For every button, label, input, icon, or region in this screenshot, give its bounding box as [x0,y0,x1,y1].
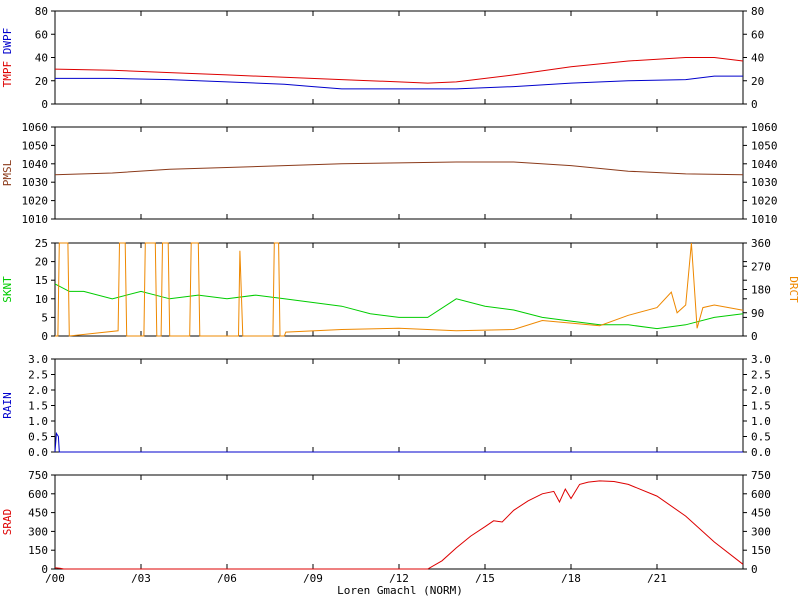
y-tick-label-left: 20 [35,75,48,88]
y-tick-label-left: 20 [35,256,48,269]
y-tick-label-right: 750 [751,469,771,482]
x-tick-label: /21 [647,572,667,585]
y-tick-label-right: 0.5 [751,431,771,444]
series-line-dwpf [55,75,743,90]
y-tick-label-left: 1020 [22,195,49,208]
y-axis-label-srad: SRAD [1,509,14,536]
y-tick-label-right: 1020 [751,195,778,208]
panel-frame-rain [54,358,744,453]
y-tick-label-left: 600 [28,488,48,501]
y-tick-label-left: 450 [28,507,48,520]
x-tick-label: /18 [561,572,581,585]
y-tick-label-left: 5 [41,311,48,324]
y-tick-label-right: 450 [751,507,771,520]
y-tick-label-left: 1.5 [28,400,48,413]
y-axis-label-dwpf: DWPF [1,28,14,61]
y-tick-label-left: 1050 [22,139,49,152]
y-tick-label-right: 80 [751,5,764,18]
y-tick-label-left: 1030 [22,176,49,189]
y-tick-label-right: 0 [751,563,758,576]
y-tick-label-left: 2.0 [28,384,48,397]
x-tick-label: /00 [45,572,65,585]
y-tick-label-right: 270 [751,260,771,273]
y-tick-label-left: 300 [28,525,48,538]
y-axis-label-left: SRAD [1,509,14,536]
y-tick-label-right: 1010 [751,213,778,226]
y-tick-label-right: 40 [751,52,764,65]
y-axis-label-sknt: SKNT [1,276,14,303]
panel-frame-pressure [54,126,744,220]
y-tick-label-right: 2.0 [751,384,771,397]
y-tick-label-right: 1.5 [751,400,771,413]
y-tick-label-right: 1040 [751,158,778,171]
y-tick-label-right: 180 [751,284,771,297]
y-axis-label-rain: RAIN [1,392,14,419]
x-tick-label: /12 [389,572,409,585]
y-tick-label-left: 1060 [22,121,49,134]
y-tick-label-right: 20 [751,75,764,88]
y-tick-label-left: 0.0 [28,446,48,459]
y-tick-label-left: 750 [28,469,48,482]
y-tick-label-left: 10 [35,293,48,306]
y-tick-label-left: 1010 [22,213,49,226]
y-tick-label-left: 15 [35,274,48,287]
y-tick-label-left: 0 [41,563,48,576]
y-tick-label-right: 360 [751,237,771,250]
y-axis-label-tmpf: TMPF [1,61,14,88]
y-axis-label-left: PMSL [1,159,14,186]
y-tick-label-left: 1040 [22,158,49,171]
panel-frame-wind [54,242,744,337]
y-tick-label-left: 1.0 [28,415,48,428]
y-tick-label-right: 3.0 [751,353,771,366]
y-tick-label-left: 3.0 [28,353,48,366]
y-tick-label-left: 60 [35,28,48,41]
footer-label-wrapper: Loren Gmachl (NORM) [0,584,800,597]
x-tick-label: /03 [131,572,151,585]
y-axis-label-pmsl: PMSL [1,159,14,186]
y-tick-label-right: 0 [751,98,758,111]
y-tick-label-right: 1.0 [751,415,771,428]
y-tick-label-right: 1050 [751,139,778,152]
y-axis-label-left: SKNT [1,276,14,303]
y-tick-label-left: 0.5 [28,431,48,444]
y-tick-label-right: 150 [751,544,771,557]
series-line-drct [55,242,744,337]
series-line-sknt [54,283,744,330]
y-axis-label-left: TMPF DWPF [1,28,14,88]
y-tick-label-right: 600 [751,488,771,501]
y-tick-label-left: 80 [35,5,48,18]
y-tick-label-right: 60 [751,28,764,41]
x-tick-label: /09 [303,572,323,585]
x-tick-label: /06 [217,572,237,585]
y-tick-label-left: 25 [35,237,48,250]
x-tick-label: /15 [475,572,495,585]
y-tick-label-left: 150 [28,544,48,557]
y-tick-label-left: 2.5 [28,369,48,382]
y-tick-label-right: 90 [751,307,764,320]
series-line-pmsl [54,161,744,176]
y-tick-label-left: 0 [41,98,48,111]
y-tick-label-right: 0.0 [751,446,771,459]
y-tick-label-right: 300 [751,525,771,538]
y-tick-label-right: 1060 [751,121,778,134]
series-line-rain [54,431,743,453]
y-tick-label-left: 0 [41,330,48,343]
y-tick-label-left: 40 [35,52,48,65]
y-axis-label-drct: DRCT [787,276,800,303]
y-tick-label-right: 1030 [751,176,778,189]
y-tick-label-right: 0 [751,330,758,343]
y-axis-label-left: RAIN [1,392,14,419]
panel-frame-temperature [54,10,744,105]
station-label: Loren Gmachl (NORM) [337,584,463,597]
y-tick-label-right: 2.5 [751,369,771,382]
series-line-srad [54,480,744,570]
series-line-tmpf [54,57,744,84]
